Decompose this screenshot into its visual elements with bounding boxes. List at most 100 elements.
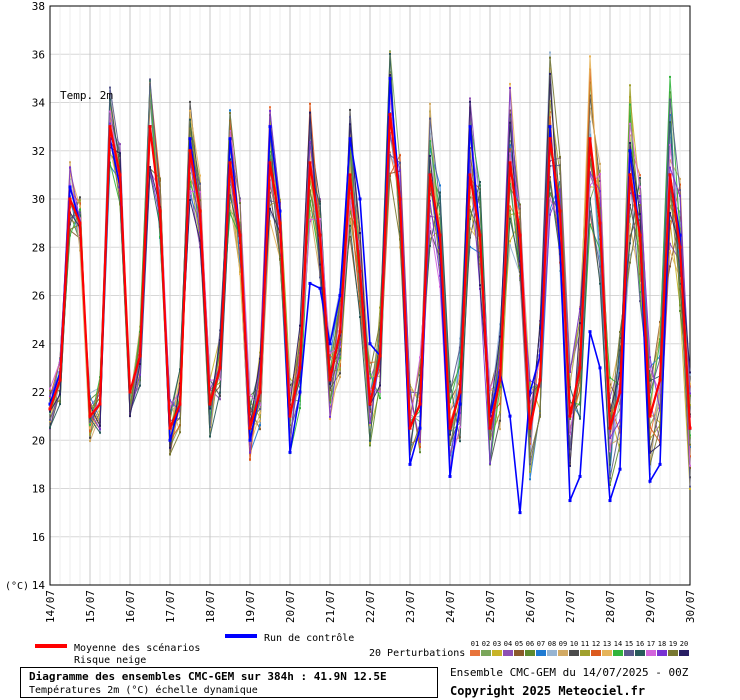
control-point — [528, 390, 532, 394]
mean-point — [118, 173, 122, 177]
perturbation-point — [369, 444, 371, 447]
perturbation-point — [379, 384, 381, 387]
perturbation-point — [369, 408, 371, 411]
perturbation-point — [619, 402, 621, 405]
perturbation-point — [619, 331, 621, 334]
perturbation-point — [659, 340, 661, 343]
perturbation-point — [279, 258, 281, 261]
perturbation-point — [459, 337, 461, 340]
mean-point — [678, 245, 682, 249]
perturbation-point — [329, 403, 331, 406]
perturbation-point — [529, 435, 531, 438]
perturbation-point — [669, 75, 671, 78]
legend: Moyenne des scénarios Risque neige Run d… — [35, 632, 689, 666]
perturbation-point — [419, 356, 421, 359]
perturbation-point — [669, 204, 671, 207]
perturbation-swatch-02 — [481, 650, 491, 656]
perturbation-point — [259, 404, 261, 407]
y-tick-label: 30 — [32, 193, 45, 206]
x-tick-label: 29/07 — [644, 590, 657, 623]
control-point — [68, 185, 72, 189]
perturbation-point — [389, 71, 391, 74]
mean-point — [688, 426, 692, 430]
perturbation-point — [679, 189, 681, 192]
perturbation-point — [509, 152, 511, 155]
perturbation-point — [79, 214, 81, 217]
perturbation-point — [219, 378, 221, 381]
perturbation-point — [649, 356, 651, 359]
control-point — [418, 426, 422, 430]
perturbation-point — [589, 120, 591, 123]
perturbation-point — [509, 117, 511, 120]
perturbation-point — [389, 72, 391, 75]
perturbation-point — [329, 356, 331, 359]
perturbation-point — [679, 288, 681, 291]
perturbation-point — [399, 154, 401, 157]
perturbation-point — [309, 189, 311, 192]
perturbation-point — [639, 194, 641, 197]
perturbation-point — [229, 158, 231, 161]
perturbation-point — [99, 410, 101, 413]
perturbation-point — [419, 374, 421, 377]
control-point — [358, 197, 362, 201]
perturbation-point — [319, 200, 321, 203]
mean-point — [508, 161, 512, 165]
perturbation-point — [479, 284, 481, 287]
control-point — [448, 474, 452, 478]
perturbation-point — [199, 239, 201, 242]
perturbation-point — [509, 82, 511, 85]
control-point — [648, 479, 652, 483]
perturbation-point — [689, 464, 691, 467]
legend-mean-label: Moyenne des scénarios — [74, 642, 200, 654]
perturbation-point — [669, 113, 671, 116]
perturbation-point — [169, 399, 171, 402]
perturbation-point — [319, 263, 321, 266]
mean-point — [588, 137, 592, 141]
perturbation-point — [269, 199, 271, 202]
perturbation-point — [369, 388, 371, 391]
perturbation-point — [159, 177, 161, 180]
mean-point — [628, 173, 632, 177]
perturbation-point — [509, 205, 511, 208]
mean-point — [608, 426, 612, 430]
perturbation-point — [419, 446, 421, 449]
perturbation-point — [669, 250, 671, 253]
control-point — [588, 330, 592, 334]
perturbation-point — [359, 316, 361, 319]
perturbation-point — [549, 165, 551, 168]
perturbation-point — [639, 291, 641, 294]
perturbation-point — [269, 158, 271, 161]
perturbation-point — [499, 419, 501, 422]
perturbation-swatch-03 — [492, 650, 502, 656]
control-point — [48, 402, 52, 406]
perturbations-legend: 01 02 03 04 05 06 07 08 09 10 11 12 13 14 15 16 17 18 19 20 — [470, 640, 689, 656]
perturbation-point — [109, 86, 111, 89]
perturbation-number: 14 — [614, 640, 622, 648]
mean-point — [178, 402, 182, 406]
perturbation-point — [439, 184, 441, 187]
perturbation-point — [399, 169, 401, 172]
perturbation-point — [589, 171, 591, 174]
perturbation-point — [389, 175, 391, 178]
perturbation-point — [339, 311, 341, 314]
perturbation-point — [619, 396, 621, 399]
perturbation-point — [519, 260, 521, 263]
perturbation-point — [429, 154, 431, 157]
x-tick-label: 19/07 — [244, 590, 257, 623]
mean-point — [148, 125, 152, 129]
perturbation-point — [629, 203, 631, 206]
perturbation-point — [529, 455, 531, 458]
mean-point — [198, 209, 202, 213]
perturbation-point — [379, 306, 381, 309]
perturbation-point — [429, 140, 431, 143]
mean-point — [448, 426, 452, 430]
perturbation-point — [619, 425, 621, 428]
perturbation-point — [689, 371, 691, 374]
perturbation-number: 15 — [625, 640, 633, 648]
perturbation-point — [409, 392, 411, 395]
control-point — [578, 474, 582, 478]
perturbation-point — [79, 196, 81, 199]
perturbation-point — [679, 177, 681, 180]
control-point — [298, 390, 302, 394]
perturbation-point — [209, 407, 211, 410]
